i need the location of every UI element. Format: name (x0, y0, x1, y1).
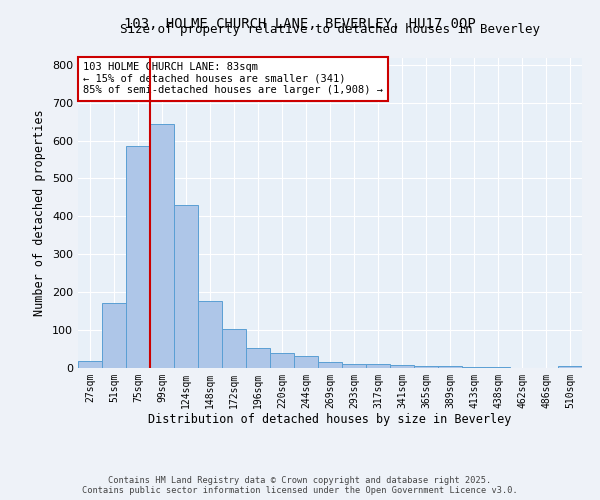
Bar (198, 302, 222, 368)
Bar (390, 365, 414, 368)
Bar (126, 146, 150, 368)
Bar (438, 366, 462, 368)
Bar (462, 366, 486, 368)
Bar (78, 360, 102, 368)
Bar (414, 366, 438, 368)
Bar (366, 364, 390, 368)
Text: Contains HM Land Registry data © Crown copyright and database right 2025.
Contai: Contains HM Land Registry data © Crown c… (82, 476, 518, 495)
Bar (150, 124, 174, 368)
Bar (318, 362, 342, 368)
Bar (270, 353, 294, 368)
Y-axis label: Number of detached properties: Number of detached properties (34, 109, 46, 316)
Bar (246, 348, 270, 368)
Bar (222, 328, 246, 368)
Title: Size of property relative to detached houses in Beverley: Size of property relative to detached ho… (120, 22, 540, 36)
Bar (558, 366, 582, 368)
Bar (294, 356, 318, 368)
X-axis label: Distribution of detached houses by size in Beverley: Distribution of detached houses by size … (148, 413, 512, 426)
Text: 103, HOLME CHURCH LANE, BEVERLEY, HU17 0QP: 103, HOLME CHURCH LANE, BEVERLEY, HU17 0… (124, 18, 476, 32)
Text: 103 HOLME CHURCH LANE: 83sqm
← 15% of detached houses are smaller (341)
85% of s: 103 HOLME CHURCH LANE: 83sqm ← 15% of de… (83, 62, 383, 96)
Bar (174, 205, 198, 368)
Bar (102, 303, 126, 368)
Bar (342, 364, 366, 368)
